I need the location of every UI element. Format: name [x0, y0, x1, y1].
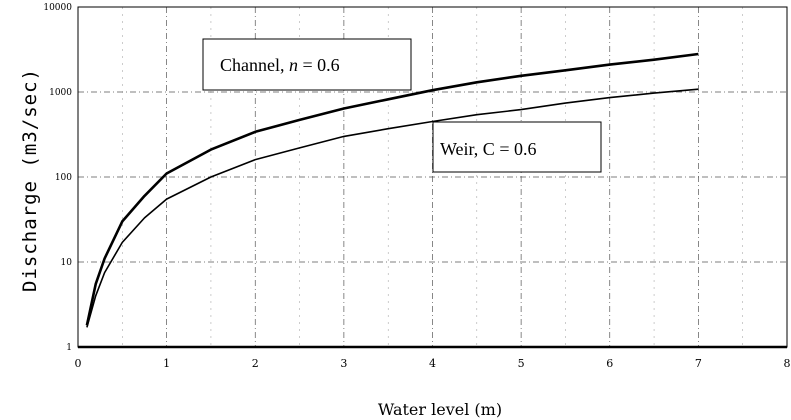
- weir-series-line: [86, 88, 699, 328]
- channel-annotation-box: [202, 38, 412, 91]
- y-tick-label: 1: [66, 343, 72, 353]
- x-axis-label: Water level (m): [378, 400, 502, 419]
- channel-annotation-label: Channel, n = 0.6: [220, 55, 340, 75]
- x-tick-label: 0: [75, 357, 82, 370]
- axes: [77, 6, 788, 349]
- x-tick-label: 2: [252, 357, 259, 370]
- x-tick-label: 7: [695, 357, 702, 370]
- x-tick-label: 6: [606, 357, 613, 370]
- y-tick-label: 10: [61, 258, 73, 268]
- x-tick-label: 1: [163, 357, 170, 370]
- y-tick-labels: 1 10 100 1000 10000: [43, 3, 72, 353]
- x-tick-label: 5: [518, 357, 525, 370]
- x-tick-label: 4: [429, 357, 436, 370]
- weir-annotation: Weir, C = 0.6: [432, 121, 602, 173]
- weir-annotation-box: [432, 121, 602, 173]
- channel-series-line: [85, 52, 699, 326]
- channel-annotation: Channel, n = 0.6: [202, 38, 412, 91]
- x-tick-label: 3: [340, 357, 347, 370]
- x-tick-labels: 0 1 2 3 4 5 6 7 8: [75, 357, 791, 370]
- y-axis-label: Discharge (m3/sec): [19, 68, 41, 292]
- y-tick-label: 10000: [43, 3, 72, 13]
- x-tick-label: 8: [784, 357, 791, 370]
- weir-annotation-label: Weir, C = 0.6: [440, 139, 536, 159]
- y-tick-label: 1000: [49, 88, 72, 98]
- y-tick-label: 100: [55, 173, 72, 183]
- series-group: [85, 52, 699, 328]
